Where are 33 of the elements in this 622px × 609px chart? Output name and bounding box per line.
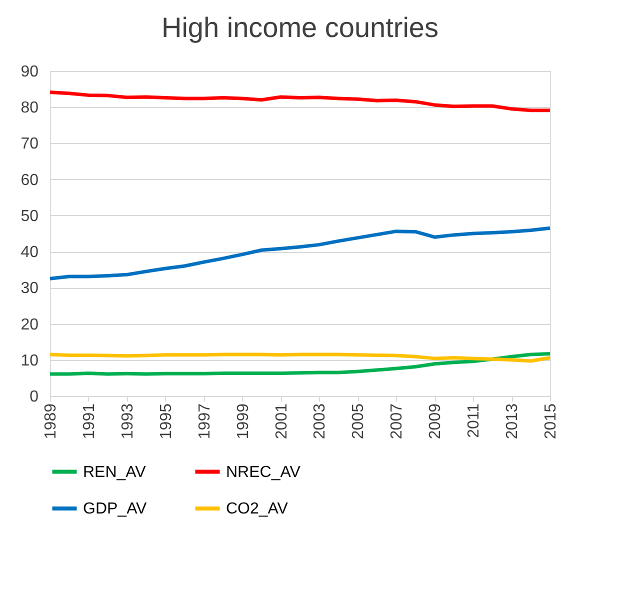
x-tick-label: 2015 [542, 403, 560, 440]
y-tick-label: 90 [20, 64, 39, 80]
x-tick-label: 2011 [466, 403, 483, 438]
legend-label: CO2_AV [226, 500, 288, 518]
line-series [48, 352, 552, 363]
x-tick-label: 2003 [312, 403, 329, 440]
y-tick-label: 10 [20, 352, 39, 370]
y-tick-label: 50 [20, 208, 39, 225]
line-series [48, 90, 552, 112]
x-tick-label: 2005 [350, 403, 368, 440]
x-tick-label: 1995 [158, 403, 175, 440]
x-tick-label: 1989 [42, 403, 60, 440]
chart-title: High income countries [161, 12, 439, 43]
x-tick-label: 2007 [388, 403, 406, 440]
legend-label: GDP_AV [83, 500, 148, 518]
line-series [48, 352, 552, 376]
x-tick-label: 1999 [234, 403, 252, 440]
y-tick-label: 60 [20, 172, 39, 189]
line-series [48, 226, 552, 280]
y-tick-label: 30 [20, 280, 39, 298]
x-tick-label: 1997 [196, 403, 214, 440]
x-tick-label: 2013 [504, 403, 522, 440]
legend-label: NREC_AV [226, 464, 301, 481]
x-tick-label: 1991 [80, 403, 98, 440]
y-tick-label: 40 [20, 244, 39, 262]
y-tick-label: 20 [20, 316, 39, 334]
y-tick-label: 0 [30, 388, 39, 406]
x-tick-label: 2009 [427, 403, 444, 440]
legend-label: REN_AV [83, 464, 146, 481]
x-tick-label: 1993 [119, 403, 136, 440]
y-tick-label: 70 [20, 136, 39, 153]
x-tick-label: 2001 [273, 403, 290, 440]
y-tick-label: 80 [20, 100, 39, 117]
